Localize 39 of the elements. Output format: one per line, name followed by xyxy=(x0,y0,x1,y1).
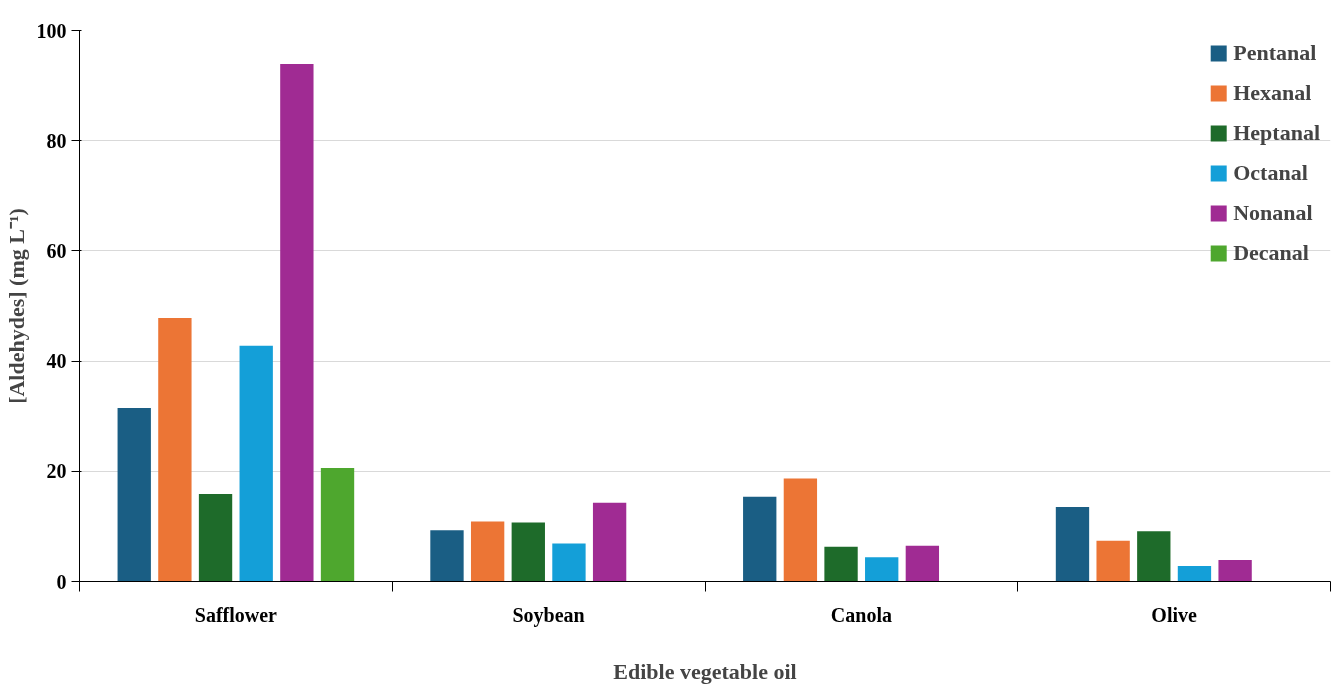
bar xyxy=(1218,560,1252,582)
y-tick-label: 100 xyxy=(36,19,67,42)
bar xyxy=(743,496,777,582)
bar xyxy=(430,530,464,582)
bar xyxy=(865,557,899,582)
legend-label: Pentanal xyxy=(1233,40,1317,66)
y-tick-label: 80 xyxy=(46,129,67,152)
x-tick-label: Canola xyxy=(830,603,892,626)
bar xyxy=(783,478,818,582)
bar xyxy=(1055,507,1090,582)
legend-label: Hexanal xyxy=(1233,80,1312,106)
legend-label: Nonanal xyxy=(1233,200,1313,226)
bar xyxy=(280,64,314,582)
bar xyxy=(320,467,355,582)
y-tick-label: 40 xyxy=(46,350,67,373)
x-axis-title: Edible vegetable oil xyxy=(613,658,797,684)
y-tick-label: 20 xyxy=(46,460,67,483)
y-tick-label: 0 xyxy=(56,570,67,593)
legend-label: Octanal xyxy=(1233,160,1308,186)
y-axis-title: [Aldehydes] (mg L⁻¹) xyxy=(3,208,29,404)
bar xyxy=(470,521,505,582)
bar xyxy=(1137,531,1171,582)
bar xyxy=(239,345,273,582)
legend-label: Decanal xyxy=(1233,240,1309,266)
legend-label: Heptanal xyxy=(1233,120,1320,146)
bar xyxy=(198,493,233,582)
bar xyxy=(117,407,151,582)
bar xyxy=(1096,540,1130,582)
bar xyxy=(905,545,940,582)
y-tick-label: 60 xyxy=(46,239,67,262)
bar xyxy=(552,543,586,582)
bar xyxy=(592,502,627,582)
bar xyxy=(158,318,192,582)
bar xyxy=(511,522,545,582)
x-tick-label: Soybean xyxy=(512,603,585,627)
bar xyxy=(824,546,858,582)
x-tick-label: Olive xyxy=(1151,603,1198,626)
bar xyxy=(1177,566,1212,582)
x-tick-label: Safflower xyxy=(194,603,278,626)
